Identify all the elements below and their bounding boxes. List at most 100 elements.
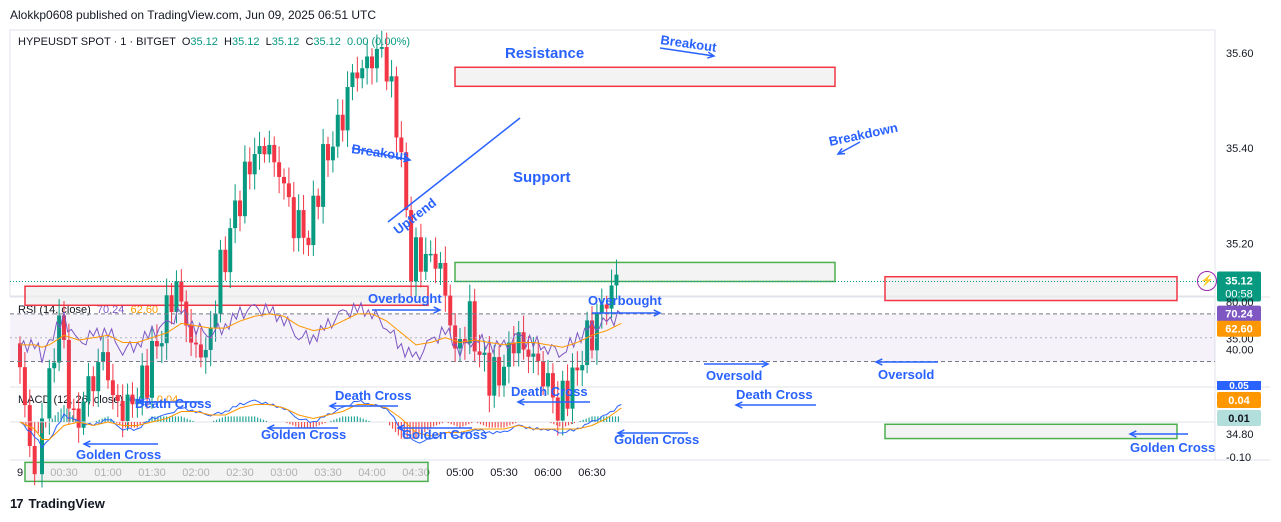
uptrend-line (387, 117, 521, 223)
annotation-label: Support (513, 169, 571, 186)
rsi-legend: RSI (14, close) 70.24 62.60 (18, 304, 158, 316)
candle-body (174, 281, 179, 313)
time-tick: 9 (17, 467, 23, 479)
candle-body (40, 418, 45, 475)
candle-body (262, 146, 267, 155)
candle-body (394, 76, 399, 138)
annotation-label: Death Cross (736, 387, 813, 402)
candle-body (355, 72, 360, 79)
candle-body (423, 253, 428, 272)
candle-body (565, 380, 570, 409)
candle-body (189, 325, 194, 343)
candle-body (150, 341, 155, 398)
annotation-label: Oversold (878, 367, 934, 382)
macd-signal-line (19, 404, 622, 440)
annotation-label: Overbought (588, 293, 662, 308)
macd-hist-badge (1217, 410, 1261, 426)
candle-body (252, 154, 257, 175)
rsi-signal-badge-value: 62.60 (1225, 324, 1253, 336)
candle-body (115, 395, 120, 401)
candle-body (159, 343, 164, 347)
lightning-icon[interactable]: ⚡ (1197, 271, 1217, 291)
candle-body (228, 228, 233, 273)
price-tick: 35.20 (1226, 238, 1254, 250)
annotation-label: Overbought (368, 291, 442, 306)
candle-body (306, 237, 311, 246)
annotation-arrowhead (328, 402, 337, 410)
candle-body (120, 400, 125, 422)
rsi-signal-line (20, 313, 622, 348)
rsi-signal-value: 62.60 (130, 304, 159, 316)
macd-signal-badge-value: 0.04 (1228, 395, 1250, 407)
candle-body (492, 357, 497, 396)
candle-body (384, 47, 389, 82)
candle-body (321, 144, 326, 207)
candle-body (101, 352, 106, 363)
macd-signal-badge (1217, 392, 1261, 408)
candle-body (282, 176, 287, 184)
candle-body (389, 76, 394, 82)
candle-body (599, 304, 604, 313)
close-label: C (305, 36, 314, 48)
low-label: L (265, 36, 272, 48)
annotation-arrowhead (874, 358, 883, 366)
symbol-name: HYPEUSDT SPOT · 1 · BITGET (18, 36, 176, 48)
annotation-arrow (659, 47, 715, 57)
annotation-arrowhead (707, 51, 716, 59)
candle-body (257, 146, 262, 155)
candle-body (345, 87, 350, 131)
countdown: 00:58 (1225, 288, 1253, 300)
annotation-arrowhead (433, 306, 442, 314)
candle-body (179, 281, 184, 302)
candle-body (365, 56, 370, 69)
resistance-zone (454, 66, 836, 88)
candle-body (482, 352, 487, 355)
candle-body (594, 312, 599, 351)
annotation-label: Death Cross (511, 384, 588, 399)
candle-body (130, 394, 135, 405)
candle-body (145, 365, 150, 398)
annotation-arrowhead (82, 440, 91, 448)
candle-body (570, 367, 575, 409)
candle-body (238, 200, 243, 217)
annotation-arrowhead (616, 429, 625, 437)
rsi-signal-badge (1217, 320, 1261, 337)
candle-body (96, 362, 101, 392)
rsi-label: RSI (14, close) (18, 304, 91, 316)
candle-body (62, 315, 67, 340)
candle-body (71, 408, 76, 411)
brand-name: TradingView (28, 496, 105, 511)
last-price-value: 35.12 (1225, 275, 1253, 287)
candle-body (335, 114, 340, 147)
candle-body (458, 339, 463, 349)
annotation-arrowhead (136, 398, 145, 406)
candle-body (81, 401, 86, 428)
macd-badge-top (1217, 381, 1261, 390)
annotation-label: Resistance (505, 45, 584, 62)
candle-body (477, 351, 482, 355)
candle-body (194, 342, 199, 345)
candle-body (164, 295, 169, 344)
high-value: 35.12 (232, 36, 260, 48)
candle-body (604, 304, 609, 309)
time-tick: 05:30 (490, 467, 518, 479)
time-tick: 06:30 (578, 467, 606, 479)
support-zone (884, 423, 1178, 440)
candle-body (614, 274, 619, 286)
candle-body (340, 114, 345, 131)
candle-body (409, 210, 414, 282)
candle-body (404, 152, 409, 211)
candle-body (213, 313, 218, 328)
last-price-badge (1217, 271, 1261, 302)
candle-body (418, 237, 423, 272)
candle-body (291, 197, 296, 239)
candle-body (76, 408, 81, 428)
annotation-arrowhead (1128, 430, 1137, 438)
candle-body (301, 210, 306, 238)
tradingview-logo-icon: 17 (10, 496, 24, 511)
candle-body (203, 349, 208, 358)
candle-body (546, 373, 551, 387)
candle-body (580, 365, 585, 371)
support-zone (454, 261, 836, 283)
